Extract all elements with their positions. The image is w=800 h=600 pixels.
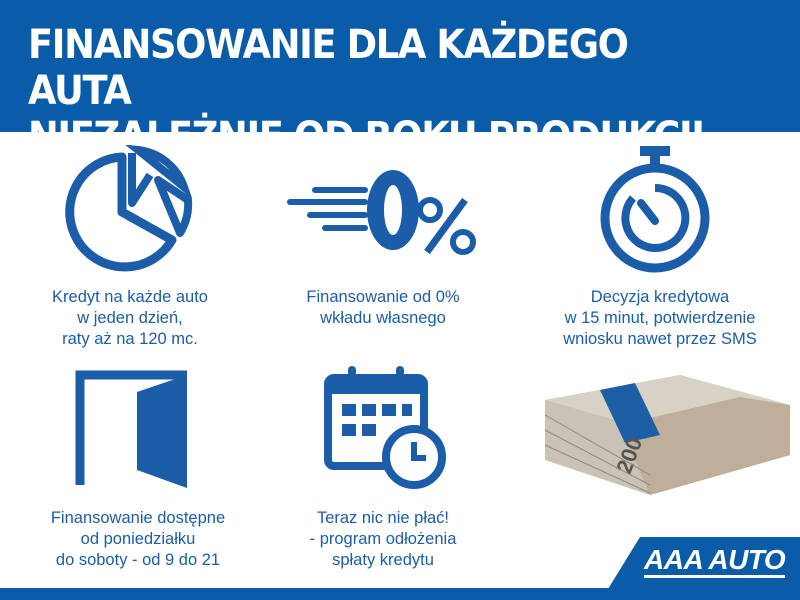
- caption-line: wkładu własnego: [320, 309, 446, 327]
- caption-line: w 15 minut, potwierdzenie: [564, 309, 756, 327]
- caption-line: Decyzja kredytowa: [590, 288, 730, 306]
- caption-line: od poniedziałku: [80, 530, 196, 548]
- money-stack-image: 200: [544, 375, 790, 495]
- feature-caption-decision: Decyzja kredytowa w 15 minut, potwierdze…: [530, 287, 790, 350]
- pie-chart-icon: [65, 145, 193, 272]
- caption-line: w jeden dzień,: [77, 309, 183, 327]
- headline-line-1: FINANSOWANIE DLA KAŻDEGO AUTA: [28, 22, 629, 114]
- caption-line: raty aż na 120 mc.: [62, 330, 198, 348]
- headline: FINANSOWANIE DLA KAŻDEGO AUTA NIEZALEŻNIE…: [28, 22, 738, 160]
- aaa-auto-logo: AAA AUTO: [608, 537, 800, 589]
- calendar-clock-icon: [324, 366, 446, 489]
- caption-line: Finansowanie dostępne: [50, 509, 226, 527]
- caption-line: Finansowanie od 0%: [306, 288, 460, 306]
- feature-caption-deferral: Teraz nic nie płać! - program odłożenia …: [253, 508, 513, 571]
- caption-line: Kredyt na każde auto: [52, 288, 208, 306]
- feature-caption-credit: Kredyt na każde auto w jeden dzień, raty…: [0, 287, 260, 350]
- caption-line: - program odłożenia: [309, 530, 457, 548]
- bottom-strip: [0, 588, 800, 600]
- caption-line: do soboty - od 9 do 21: [55, 551, 221, 569]
- logo-text: AAA AUTO: [644, 545, 786, 578]
- stopwatch-icon: [600, 146, 710, 273]
- caption-line: spłaty kredytu: [332, 551, 434, 569]
- feature-caption-zero-deposit: Finansowanie od 0% wkładu własnego: [253, 287, 513, 329]
- feature-caption-hours: Finansowanie dostępne od poniedziałku do…: [8, 508, 268, 571]
- zero-percent-icon: [287, 170, 476, 255]
- open-door-icon: [75, 370, 187, 488]
- caption-line: wniosku nawet przez SMS: [563, 330, 757, 348]
- caption-line: Teraz nic nie płać!: [316, 509, 450, 527]
- header-banner: FINANSOWANIE DLA KAŻDEGO AUTA NIEZALEŻNIE…: [0, 0, 800, 160]
